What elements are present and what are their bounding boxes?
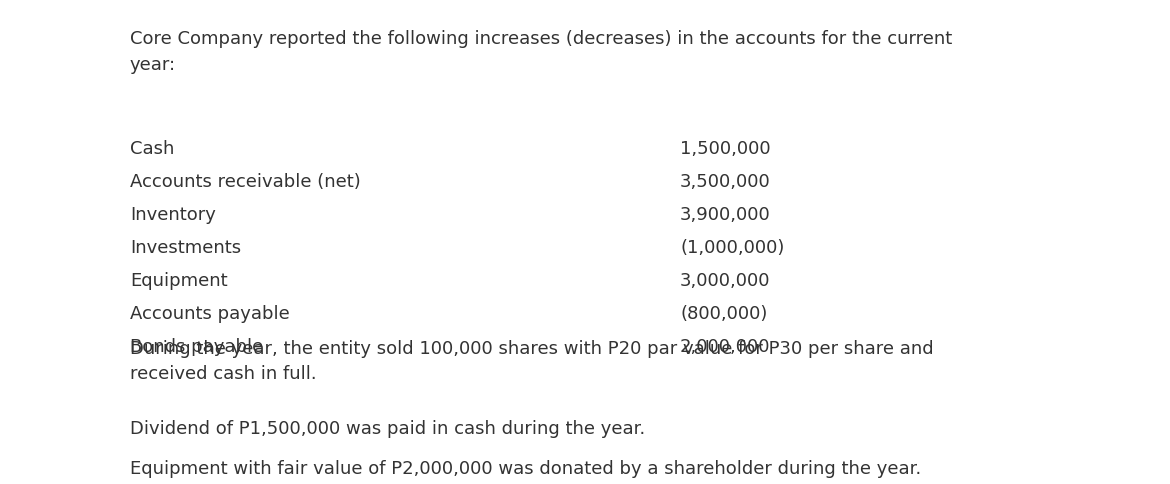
Text: 3,000,000: 3,000,000 xyxy=(680,272,771,290)
Text: Equipment: Equipment xyxy=(130,272,228,290)
Text: 1,500,000: 1,500,000 xyxy=(680,140,771,158)
Text: Cash: Cash xyxy=(130,140,174,158)
Text: Equipment with fair value of P2,000,000 was donated by a shareholder during the : Equipment with fair value of P2,000,000 … xyxy=(130,460,921,478)
Text: Inventory: Inventory xyxy=(130,206,216,224)
Text: 2,000,000: 2,000,000 xyxy=(680,338,771,356)
Text: Dividend of P1,500,000 was paid in cash during the year.: Dividend of P1,500,000 was paid in cash … xyxy=(130,420,645,438)
Text: (800,000): (800,000) xyxy=(680,305,768,323)
Text: Accounts receivable (net): Accounts receivable (net) xyxy=(130,173,360,191)
Text: Accounts payable: Accounts payable xyxy=(130,305,290,323)
Text: (1,000,000): (1,000,000) xyxy=(680,239,784,257)
Text: Core Company reported the following increases (decreases) in the accounts for th: Core Company reported the following incr… xyxy=(130,30,952,75)
Text: During the year, the entity sold 100,000 shares with P20 par value for P30 per s: During the year, the entity sold 100,000… xyxy=(130,340,934,383)
Text: Investments: Investments xyxy=(130,239,241,257)
Text: 3,500,000: 3,500,000 xyxy=(680,173,771,191)
Text: Bonds payable: Bonds payable xyxy=(130,338,263,356)
Text: 3,900,000: 3,900,000 xyxy=(680,206,771,224)
